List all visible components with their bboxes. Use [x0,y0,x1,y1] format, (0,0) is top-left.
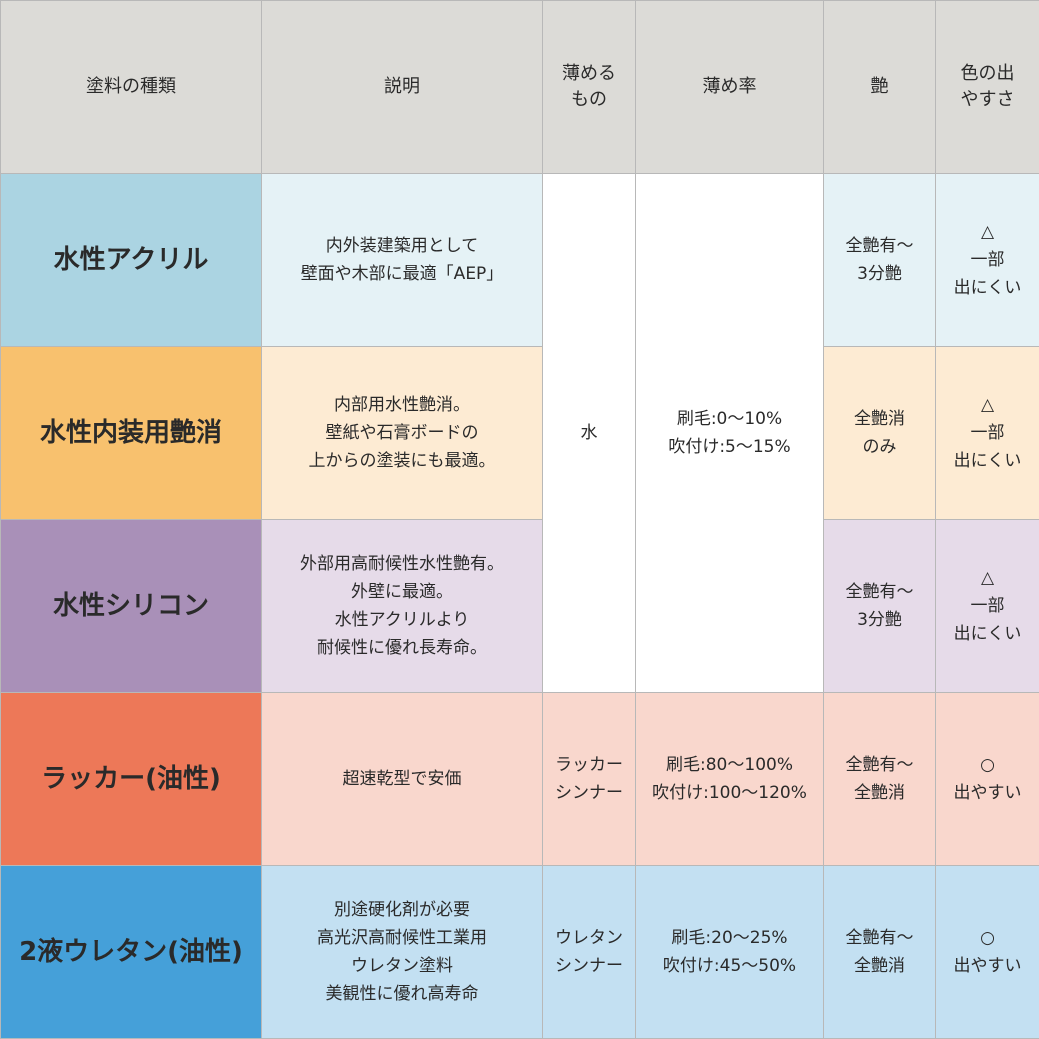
description: 外部用高耐候性水性艶有。 外壁に最適。 水性アクリルより 耐候性に優れ長寿命。 [261,519,543,693]
gloss: 全艶有〜 3分艶 [823,173,936,347]
gloss: 全艶消 のみ [823,346,936,520]
table-row: 水性内装用艶消 内部用水性艶消。 壁紙や石膏ボードの 上からの塗装にも最適。 全… [0,346,1039,520]
paint-name: ラッカー(油性) [0,692,262,866]
description: 内外装建築用として 壁面や木部に最適「AEP」 [261,173,543,347]
thinner: ラッカー シンナー [542,692,636,866]
header-description: 説明 [261,0,543,174]
color-ease: △ 一部 出にくい [935,519,1039,693]
description: 内部用水性艶消。 壁紙や石膏ボードの 上からの塗装にも最適。 [261,346,543,520]
header-thinner: 薄める もの [542,0,636,174]
header-dilution-rate: 薄め率 [635,0,824,174]
color-ease: △ 一部 出にくい [935,346,1039,520]
table-row: 水性アクリル 内外装建築用として 壁面や木部に最適「AEP」 水 刷毛:0〜10… [0,173,1039,693]
description: 超速乾型で安価 [261,692,543,866]
table-row: 水性シリコン 外部用高耐候性水性艶有。 外壁に最適。 水性アクリルより 耐候性に… [0,519,1039,693]
paint-name: 水性内装用艶消 [0,346,262,520]
table-row: 2液ウレタン(油性) 別途硬化剤が必要 高光沢高耐候性工業用 ウレタン塗料 美観… [0,865,1039,1039]
dilution-rate: 刷毛:80〜100% 吹付け:100〜120% [635,692,824,866]
dilution-rate: 刷毛:20〜25% 吹付け:45〜50% [635,865,824,1039]
header-row: 塗料の種類 説明 薄める もの 薄め率 艶 色の出 やすさ [0,0,1039,174]
header-color-ease: 色の出 やすさ [935,0,1039,174]
color-ease: ○ 出やすい [935,692,1039,866]
header-gloss: 艶 [823,0,936,174]
thinner: ウレタン シンナー [542,865,636,1039]
dilution-rate-shared: 刷毛:0〜10% 吹付け:5〜15% [635,173,824,693]
color-ease: △ 一部 出にくい [935,173,1039,347]
header-paint-type: 塗料の種類 [0,0,262,174]
gloss: 全艶有〜 3分艶 [823,519,936,693]
color-ease: ○ 出やすい [935,865,1039,1039]
gloss: 全艶有〜 全艶消 [823,865,936,1039]
table-row: ラッカー(油性) 超速乾型で安価 ラッカー シンナー 刷毛:80〜100% 吹付… [0,692,1039,866]
thinner-shared: 水 [542,173,636,693]
gloss: 全艶有〜 全艶消 [823,692,936,866]
description: 別途硬化剤が必要 高光沢高耐候性工業用 ウレタン塗料 美観性に優れ高寿命 [261,865,543,1039]
paint-name: 水性アクリル [0,173,262,347]
paint-name: 2液ウレタン(油性) [0,865,262,1039]
paint-name: 水性シリコン [0,519,262,693]
